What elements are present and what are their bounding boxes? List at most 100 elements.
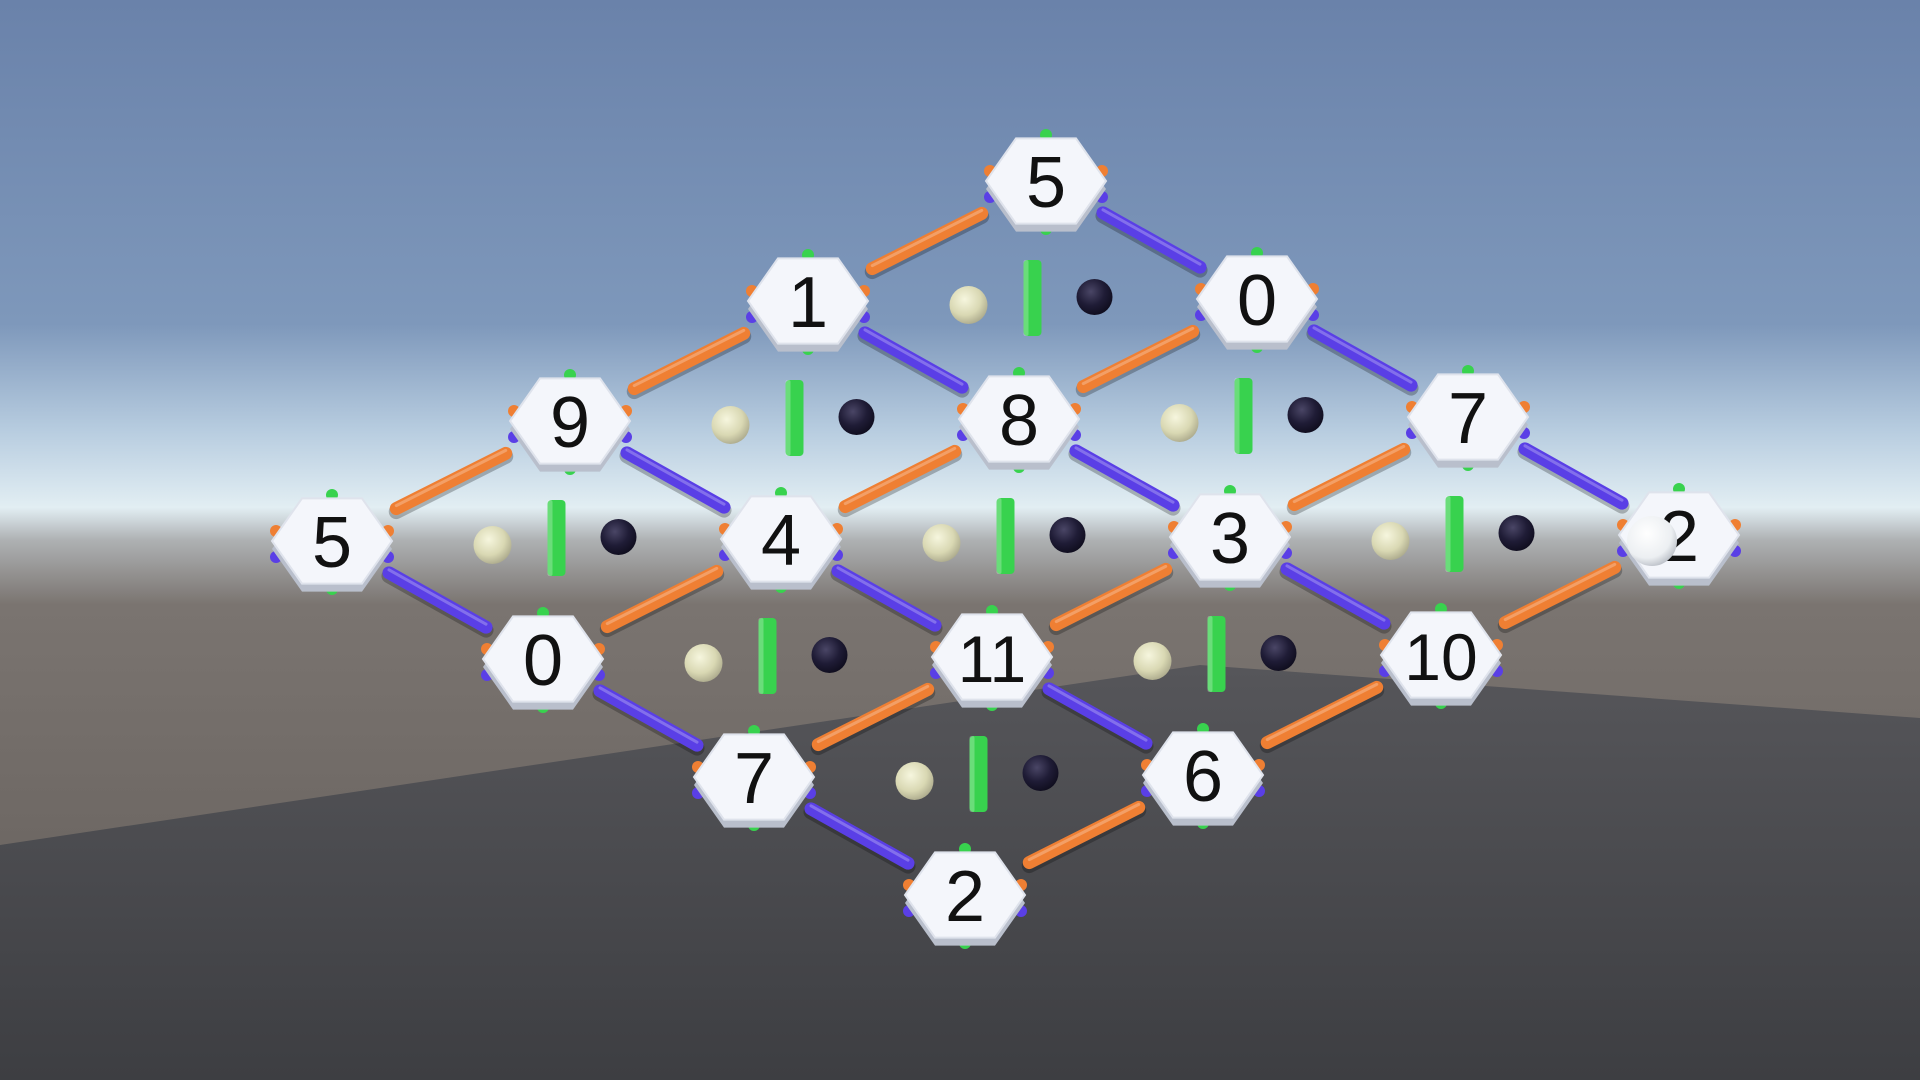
light-ball[interactable] <box>473 526 512 564</box>
cell-0-1[interactable] <box>711 380 875 456</box>
orange-edge <box>389 446 513 516</box>
green-divider <box>996 498 1015 574</box>
cell-2-0[interactable] <box>1371 496 1535 572</box>
grid-edges <box>381 206 1630 874</box>
tile-number: 10 <box>1404 620 1477 694</box>
dark-ball[interactable] <box>1287 397 1324 433</box>
tile-face <box>270 497 394 585</box>
light-ball[interactable] <box>1371 522 1410 560</box>
blue-edge-highlight <box>387 568 488 626</box>
tile-r2c0[interactable]: 7 <box>1406 365 1530 471</box>
light-ball[interactable] <box>1160 404 1199 442</box>
tile-r0c2[interactable]: 9 <box>508 369 632 475</box>
orange-edge <box>1076 324 1200 394</box>
green-divider-highlight <box>1445 496 1451 572</box>
orange-edge-highlight <box>1081 326 1195 386</box>
green-divider-highlight <box>1207 616 1213 692</box>
cell-2-1[interactable] <box>1133 616 1297 692</box>
orange-edge-highlight <box>632 328 746 388</box>
tile-face <box>508 377 632 465</box>
orange-edge <box>865 206 989 276</box>
tile-r1c1[interactable]: 8 <box>957 367 1081 473</box>
orange-edge <box>838 444 962 514</box>
orange-edge-highlight <box>1054 564 1168 624</box>
dark-ball[interactable] <box>811 637 848 673</box>
blue-edge <box>1096 206 1207 274</box>
dark-ball[interactable] <box>1022 755 1059 791</box>
tile-number: 5 <box>312 503 352 583</box>
tile-face <box>719 495 843 583</box>
cell-balls <box>473 260 1535 812</box>
dark-ball[interactable] <box>1049 517 1086 553</box>
tile-r1c0[interactable]: 0 <box>1195 247 1319 353</box>
tile-number: 3 <box>1210 499 1250 579</box>
green-divider <box>969 736 988 812</box>
orange-edge <box>600 564 724 634</box>
tile-number: 6 <box>1183 737 1223 817</box>
blue-edge-highlight <box>809 804 910 862</box>
tile-number: 0 <box>523 621 563 701</box>
dark-ball[interactable] <box>600 519 637 555</box>
cell-1-0[interactable] <box>1160 378 1324 454</box>
tile-r2c2[interactable]: 11 <box>930 605 1054 711</box>
tile-number: 7 <box>1448 379 1488 459</box>
blue-edge <box>804 802 915 870</box>
cell-1-1[interactable] <box>922 498 1086 574</box>
tile-face <box>1168 493 1292 581</box>
dark-ball[interactable] <box>1498 515 1535 551</box>
blue-edge-highlight <box>598 686 699 744</box>
light-ball[interactable] <box>684 644 723 682</box>
orange-edge-highlight <box>394 448 508 508</box>
green-divider <box>758 618 777 694</box>
player-cursor-ball[interactable] <box>1627 516 1677 566</box>
orange-edge-highlight <box>1265 682 1379 742</box>
blue-edge-highlight <box>836 566 937 624</box>
light-ball[interactable] <box>922 524 961 562</box>
blue-edge-highlight <box>1047 684 1148 742</box>
tile-r0c1[interactable]: 1 <box>746 249 870 355</box>
dark-ball[interactable] <box>1076 279 1113 315</box>
orange-edge <box>1498 560 1622 630</box>
blue-edge <box>1069 444 1180 512</box>
orange-edge <box>1260 680 1384 750</box>
green-divider-highlight <box>547 500 553 576</box>
blue-edge <box>593 684 704 752</box>
tile-face <box>1379 611 1503 699</box>
cell-0-2[interactable] <box>473 500 637 576</box>
tile-r3c1[interactable]: 10 <box>1379 603 1503 709</box>
orange-edge-highlight <box>1292 444 1406 504</box>
cell-0-0[interactable] <box>949 260 1113 336</box>
orange-edge-highlight <box>605 566 719 626</box>
orange-edge <box>811 682 935 752</box>
tile-r3c3[interactable]: 2 <box>903 843 1027 949</box>
light-ball[interactable] <box>949 286 988 324</box>
blue-edge <box>620 446 731 514</box>
tile-r3c2[interactable]: 6 <box>1141 723 1265 829</box>
tile-number: 9 <box>550 383 590 463</box>
tile-face <box>481 615 605 703</box>
tile-face <box>957 375 1081 463</box>
blue-edge <box>858 326 969 394</box>
light-ball[interactable] <box>1133 642 1172 680</box>
green-divider <box>547 500 566 576</box>
tile-r2c3[interactable]: 7 <box>692 725 816 831</box>
tile-number: 2 <box>945 857 985 937</box>
dark-ball[interactable] <box>1260 635 1297 671</box>
tile-r0c0[interactable]: 5 <box>984 129 1108 235</box>
dark-ball[interactable] <box>838 399 875 435</box>
tile-face <box>1141 731 1265 819</box>
tile-r0c3[interactable]: 5 <box>270 489 394 595</box>
green-divider <box>1023 260 1042 336</box>
orange-edge <box>627 326 751 396</box>
blue-edge <box>382 566 493 634</box>
light-ball[interactable] <box>895 762 934 800</box>
tile-r2c1[interactable]: 3 <box>1168 485 1292 591</box>
cell-1-2[interactable] <box>684 618 848 694</box>
green-divider-highlight <box>1234 378 1240 454</box>
cell-2-2[interactable] <box>895 736 1059 812</box>
light-ball[interactable] <box>711 406 750 444</box>
tile-r1c3[interactable]: 0 <box>481 607 605 713</box>
green-divider <box>1445 496 1464 572</box>
tile-r1c2[interactable]: 4 <box>719 487 843 593</box>
